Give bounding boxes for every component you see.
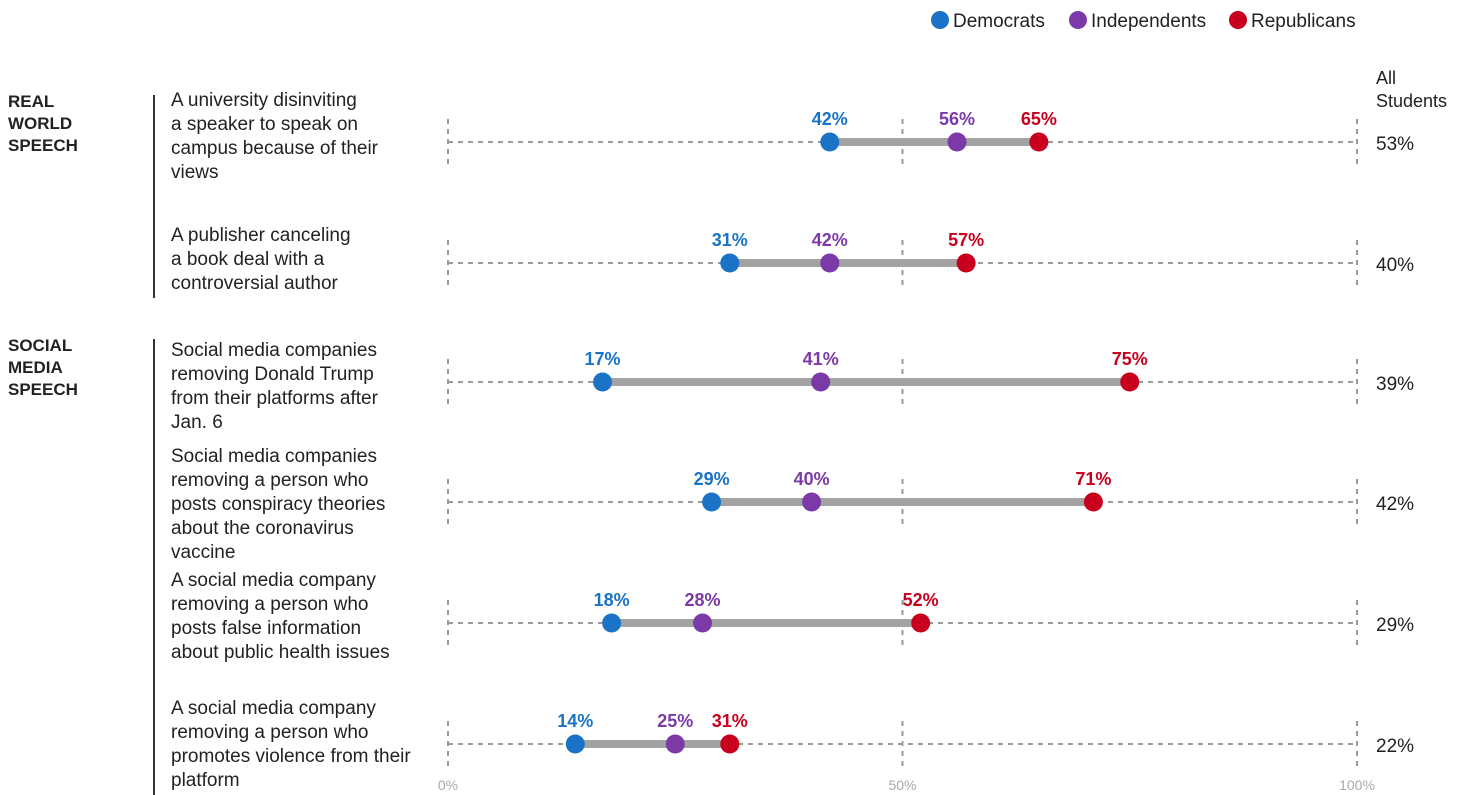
dot-republicans xyxy=(956,253,976,273)
value-label-independents: 56% xyxy=(939,109,975,129)
value-label-independents: 25% xyxy=(657,711,693,731)
row-label: a book deal with a xyxy=(171,249,325,270)
row-label: posts false information xyxy=(171,618,361,639)
group-title: WORLD xyxy=(8,114,72,133)
dot-independents xyxy=(665,734,685,754)
row-label: a speaker to speak on xyxy=(171,114,358,135)
legend-swatch-independents xyxy=(1069,11,1087,29)
dot-independents xyxy=(820,253,840,273)
dot-independents xyxy=(802,492,822,512)
x-tick-label: 0% xyxy=(438,777,458,793)
all-students-value: 22% xyxy=(1376,736,1414,757)
row-label: Jan. 6 xyxy=(171,412,223,433)
value-label-republicans: 71% xyxy=(1075,469,1111,489)
dot-republicans xyxy=(1029,132,1049,152)
dot-independents xyxy=(947,132,967,152)
value-label-republicans: 75% xyxy=(1112,349,1148,369)
dot-democrats xyxy=(593,372,613,392)
x-tick-label: 50% xyxy=(888,777,916,793)
legend-label-republicans: Republicans xyxy=(1251,11,1356,32)
value-label-republicans: 52% xyxy=(903,590,939,610)
group-title: MEDIA xyxy=(8,358,63,377)
value-label-republicans: 57% xyxy=(948,230,984,250)
row-label: controversial author xyxy=(171,273,339,294)
row-label: A university disinviting xyxy=(171,90,357,111)
value-label-democrats: 42% xyxy=(812,109,848,129)
group-title: SPEECH xyxy=(8,380,78,399)
group-title: SOCIAL xyxy=(8,336,72,355)
all-students-header: Students xyxy=(1376,91,1447,111)
dot-republicans xyxy=(911,613,931,633)
group-title: SPEECH xyxy=(8,136,78,155)
row-label: about public health issues xyxy=(171,642,390,663)
group-title: REAL xyxy=(8,92,54,111)
row-label: from their platforms after xyxy=(171,388,379,409)
row-label: views xyxy=(171,162,219,183)
all-students-value: 42% xyxy=(1376,494,1414,515)
value-label-independents: 41% xyxy=(803,349,839,369)
dot-democrats xyxy=(602,613,622,633)
all-students-value: 53% xyxy=(1376,134,1414,155)
value-label-republicans: 65% xyxy=(1021,109,1057,129)
row-label: campus because of their xyxy=(171,138,379,159)
legend-swatch-republicans xyxy=(1229,11,1247,29)
legend-label-independents: Independents xyxy=(1091,11,1206,32)
row-label: removing a person who xyxy=(171,594,369,615)
row-label: removing a person who xyxy=(171,470,369,491)
row-label: removing Donald Trump xyxy=(171,364,374,385)
row-label: A social media company xyxy=(171,570,376,591)
row-label: about the coronavirus xyxy=(171,518,354,539)
value-label-independents: 42% xyxy=(812,230,848,250)
dot-democrats xyxy=(720,253,740,273)
row-label: A publisher canceling xyxy=(171,225,351,246)
dot-independents xyxy=(693,613,713,633)
all-students-value: 40% xyxy=(1376,255,1414,276)
dot-independents xyxy=(811,372,831,392)
all-students-value: 39% xyxy=(1376,374,1414,395)
row-label: vaccine xyxy=(171,542,235,563)
row-label: Social media companies xyxy=(171,340,377,361)
legend-label-democrats: Democrats xyxy=(953,11,1045,32)
value-label-independents: 40% xyxy=(794,469,830,489)
dot-republicans xyxy=(1120,372,1140,392)
all-students-value: 29% xyxy=(1376,615,1414,636)
row-label: promotes violence from their xyxy=(171,746,411,767)
dot-republicans xyxy=(1083,492,1103,512)
value-label-democrats: 18% xyxy=(594,590,630,610)
row-label: Social media companies xyxy=(171,446,377,467)
value-label-democrats: 14% xyxy=(557,711,593,731)
value-label-independents: 28% xyxy=(685,590,721,610)
dot-democrats xyxy=(702,492,722,512)
dot-republicans xyxy=(720,734,740,754)
row-label: removing a person who xyxy=(171,722,369,743)
value-label-republicans: 31% xyxy=(712,711,748,731)
dot-democrats xyxy=(820,132,840,152)
value-label-democrats: 31% xyxy=(712,230,748,250)
x-tick-label: 100% xyxy=(1339,777,1375,793)
value-label-democrats: 17% xyxy=(585,349,621,369)
row-label: A social media company xyxy=(171,698,376,719)
row-label: posts conspiracy theories xyxy=(171,494,385,515)
row-label: platform xyxy=(171,770,240,791)
all-students-header: All xyxy=(1376,68,1396,88)
value-label-democrats: 29% xyxy=(694,469,730,489)
legend-swatch-democrats xyxy=(931,11,949,29)
dot-democrats xyxy=(565,734,585,754)
